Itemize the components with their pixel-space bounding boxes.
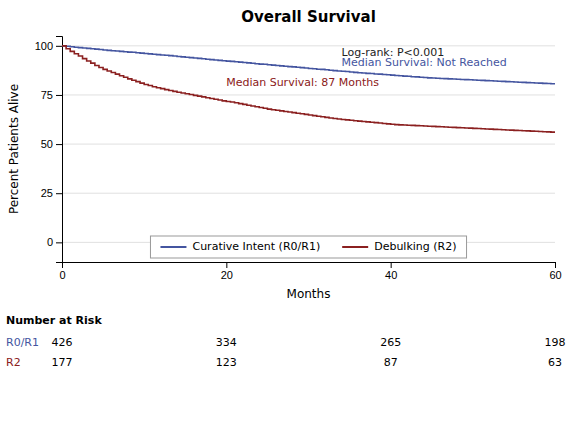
- y-tick: 25: [41, 187, 62, 199]
- legend-box: [150, 236, 466, 258]
- risk-value: 123: [216, 356, 237, 369]
- risk-value: 334: [216, 336, 237, 349]
- y-tick: 100: [35, 40, 62, 52]
- risk-row-label: R0/R1: [6, 336, 39, 349]
- x-axis-line: [63, 263, 556, 269]
- lines: [62, 46, 555, 132]
- y-tick-label: 50: [41, 138, 53, 150]
- risk-value: 63: [548, 356, 562, 369]
- legend-item: Curative Intent (R0/R1): [160, 240, 320, 253]
- x-tick: 40: [385, 262, 397, 281]
- y-axis-title: Percent Patients Alive: [7, 84, 21, 214]
- grid: [62, 46, 555, 243]
- annotations: Log-rank: P<0.001Median Survival: Not Re…: [226, 46, 507, 90]
- legend-label: Debulking (R2): [374, 240, 456, 253]
- y-axis: 0 25 50 75 100: [35, 37, 63, 263]
- annotation: Median Survival: Not Reached: [342, 56, 507, 69]
- risk-value: 177: [52, 356, 73, 369]
- y-tick-label: 25: [41, 187, 53, 199]
- x-tick-label: 0: [59, 269, 65, 281]
- grid-line: [62, 193, 555, 194]
- grid-line: [62, 94, 555, 95]
- x-tick-label: 20: [221, 269, 233, 281]
- legend-swatch: [342, 246, 368, 248]
- legend: Curative Intent (R0/R1) Debulking (R2): [150, 236, 466, 258]
- y-tick: 50: [41, 138, 62, 150]
- risk-value: 426: [52, 336, 73, 349]
- y-tick-mark: [56, 46, 62, 47]
- risk-table: Number at Risk R0/R1 426 334 265 198 R2 177 123 8…: [6, 314, 566, 369]
- x-axis: 0 20 40 60: [59, 262, 561, 281]
- risk-value: 87: [384, 356, 398, 369]
- grid-line: [62, 144, 555, 145]
- y-tick: 0: [47, 236, 62, 248]
- y-tick-mark: [56, 144, 62, 145]
- y-tick-label: 0: [47, 236, 53, 248]
- x-tick-mark: [555, 262, 556, 268]
- title: Overall Survival: [241, 8, 376, 26]
- legend-swatch: [160, 246, 186, 248]
- x-axis-title: Months: [287, 287, 331, 301]
- x-tick-mark: [391, 262, 392, 268]
- y-tick-mark: [56, 242, 62, 243]
- annotation: Median Survival: 87 Months: [226, 76, 379, 89]
- risk-row-label: R2: [6, 356, 21, 369]
- y-tick-mark: [56, 95, 62, 96]
- y-tick: 75: [41, 89, 62, 101]
- risk-value: 198: [545, 336, 566, 349]
- y-tick-label: 75: [41, 89, 53, 101]
- x-tick-mark: [226, 262, 227, 268]
- y-tick-mark: [56, 193, 62, 194]
- legend-item: Debulking (R2): [342, 240, 456, 253]
- x-tick-label: 60: [549, 269, 561, 281]
- risk-table-title: Number at Risk: [6, 314, 102, 327]
- risk-value: 265: [380, 336, 401, 349]
- x-tick: 60: [549, 262, 561, 281]
- survival-line: [62, 46, 555, 132]
- chart: 0 20 40 60 0 25 50 75 100 Overall Survival Months P…: [0, 0, 575, 434]
- x-tick: 20: [221, 262, 233, 281]
- grid-line: [62, 45, 555, 46]
- x-tick: 0: [59, 262, 65, 281]
- legend-label: Curative Intent (R0/R1): [192, 240, 320, 253]
- y-tick-label: 100: [35, 40, 53, 52]
- y-axis-line: [56, 37, 63, 263]
- x-tick-label: 40: [385, 269, 397, 281]
